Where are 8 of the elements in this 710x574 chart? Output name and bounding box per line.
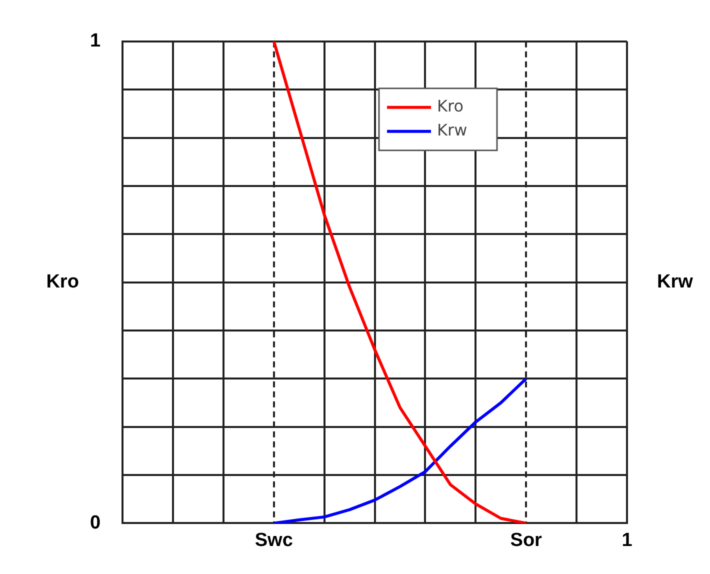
y-tick-label: 0 [90, 512, 101, 534]
y2-axis-title: Krw [657, 272, 694, 293]
x-tick-label: Sor [510, 530, 543, 551]
legend-label: Kro [437, 96, 464, 116]
y-axis-title: Kro [46, 272, 79, 293]
x-tick-label: Swc [254, 530, 294, 551]
legend-label: Krw [437, 120, 468, 140]
x-tick-label: 1 [622, 530, 633, 551]
